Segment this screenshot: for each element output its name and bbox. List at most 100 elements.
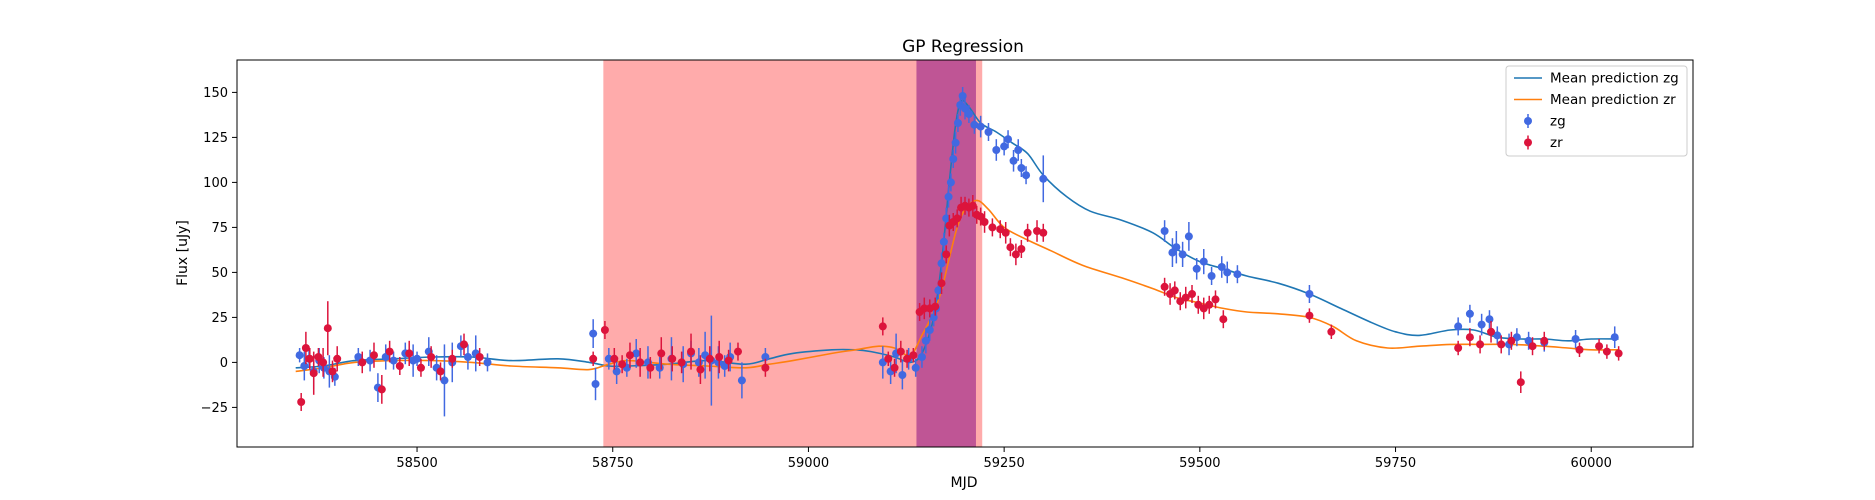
data-point bbox=[405, 349, 414, 358]
data-point bbox=[903, 354, 912, 363]
data-point bbox=[1516, 378, 1525, 387]
data-point bbox=[589, 354, 598, 363]
data-point bbox=[369, 351, 378, 360]
data-point bbox=[600, 326, 609, 334]
data-point bbox=[657, 349, 666, 358]
data-points bbox=[295, 87, 1623, 417]
data-point bbox=[1477, 320, 1486, 329]
x-tick-label: 58750 bbox=[592, 456, 633, 471]
data-point bbox=[625, 351, 634, 360]
data-point bbox=[1454, 322, 1463, 331]
data-point bbox=[1507, 336, 1516, 345]
data-point bbox=[295, 351, 304, 360]
data-point bbox=[1014, 146, 1023, 154]
data-point bbox=[463, 353, 472, 361]
data-point bbox=[1497, 340, 1506, 349]
legend-label: Mean prediction zg bbox=[1550, 71, 1679, 87]
data-point bbox=[483, 358, 492, 367]
data-point bbox=[323, 324, 332, 333]
data-point bbox=[618, 360, 627, 369]
data-point bbox=[1001, 228, 1010, 237]
y-tick-label: 75 bbox=[211, 221, 228, 236]
data-point bbox=[1205, 300, 1214, 309]
data-point bbox=[1039, 228, 1048, 237]
data-point bbox=[358, 358, 367, 367]
data-point bbox=[1188, 290, 1197, 298]
data-point bbox=[436, 367, 445, 376]
data-point bbox=[917, 353, 926, 361]
data-point bbox=[395, 362, 404, 370]
data-point bbox=[440, 376, 449, 385]
data-point bbox=[896, 347, 905, 356]
data-point bbox=[1160, 282, 1169, 291]
highlight-spans bbox=[603, 60, 983, 447]
data-point bbox=[1033, 227, 1042, 235]
data-point bbox=[878, 322, 887, 331]
data-point bbox=[677, 358, 686, 367]
data-point bbox=[1493, 331, 1502, 340]
data-point bbox=[937, 259, 946, 268]
x-tick-label: 59000 bbox=[788, 456, 829, 471]
data-point bbox=[705, 354, 714, 363]
data-point bbox=[984, 128, 993, 136]
data-point bbox=[951, 138, 960, 147]
data-point bbox=[949, 155, 958, 163]
data-point bbox=[968, 201, 977, 210]
data-point bbox=[475, 353, 484, 361]
data-point bbox=[1223, 268, 1232, 277]
data-point bbox=[328, 367, 337, 376]
data-point bbox=[1487, 327, 1496, 336]
data-point bbox=[944, 192, 953, 201]
data-point bbox=[761, 353, 770, 361]
data-point bbox=[1192, 264, 1201, 273]
data-point bbox=[939, 237, 948, 246]
data-point bbox=[309, 369, 318, 378]
y-axis-ticks: −25 0 25 50 75 100 125 150 bbox=[201, 86, 237, 416]
data-point bbox=[980, 218, 989, 226]
data-point bbox=[934, 286, 943, 295]
data-point bbox=[911, 363, 920, 372]
data-point bbox=[1184, 232, 1193, 241]
data-point bbox=[884, 354, 893, 363]
data-point bbox=[1017, 164, 1026, 172]
y-tick-label: 125 bbox=[203, 131, 228, 146]
data-point bbox=[942, 250, 951, 259]
data-point bbox=[964, 110, 973, 118]
data-point bbox=[696, 365, 705, 374]
data-point bbox=[1207, 272, 1216, 280]
data-point bbox=[1614, 349, 1623, 358]
data-point bbox=[1571, 335, 1580, 343]
data-point bbox=[1199, 257, 1208, 266]
data-point bbox=[297, 398, 306, 406]
y-tick-label: 50 bbox=[211, 266, 228, 281]
data-point bbox=[942, 214, 951, 223]
data-point bbox=[305, 354, 314, 363]
data-point bbox=[389, 356, 398, 365]
data-point bbox=[1602, 347, 1611, 356]
data-point bbox=[1170, 286, 1179, 295]
data-point bbox=[1017, 245, 1026, 253]
chart-title: GP Regression bbox=[902, 37, 1024, 57]
data-point bbox=[694, 358, 703, 367]
data-point bbox=[632, 349, 641, 358]
data-point bbox=[1305, 311, 1314, 320]
data-point bbox=[413, 354, 422, 363]
y-tick-label: 150 bbox=[203, 86, 228, 101]
legend-marker-swatch bbox=[1524, 138, 1532, 147]
data-point bbox=[646, 363, 655, 372]
data-point bbox=[761, 363, 770, 372]
data-point bbox=[921, 336, 930, 345]
data-point bbox=[898, 371, 907, 379]
data-point bbox=[1006, 243, 1015, 252]
x-tick-label: 60000 bbox=[1571, 456, 1612, 471]
data-point bbox=[1181, 293, 1190, 302]
data-point bbox=[1211, 295, 1220, 304]
errorbar-series-zr bbox=[297, 195, 1623, 411]
data-point bbox=[1454, 344, 1463, 352]
data-point bbox=[319, 358, 328, 367]
legend-label: zr bbox=[1550, 135, 1563, 151]
data-point bbox=[953, 214, 962, 223]
legend-label: zg bbox=[1550, 114, 1566, 130]
data-point bbox=[1327, 327, 1336, 336]
